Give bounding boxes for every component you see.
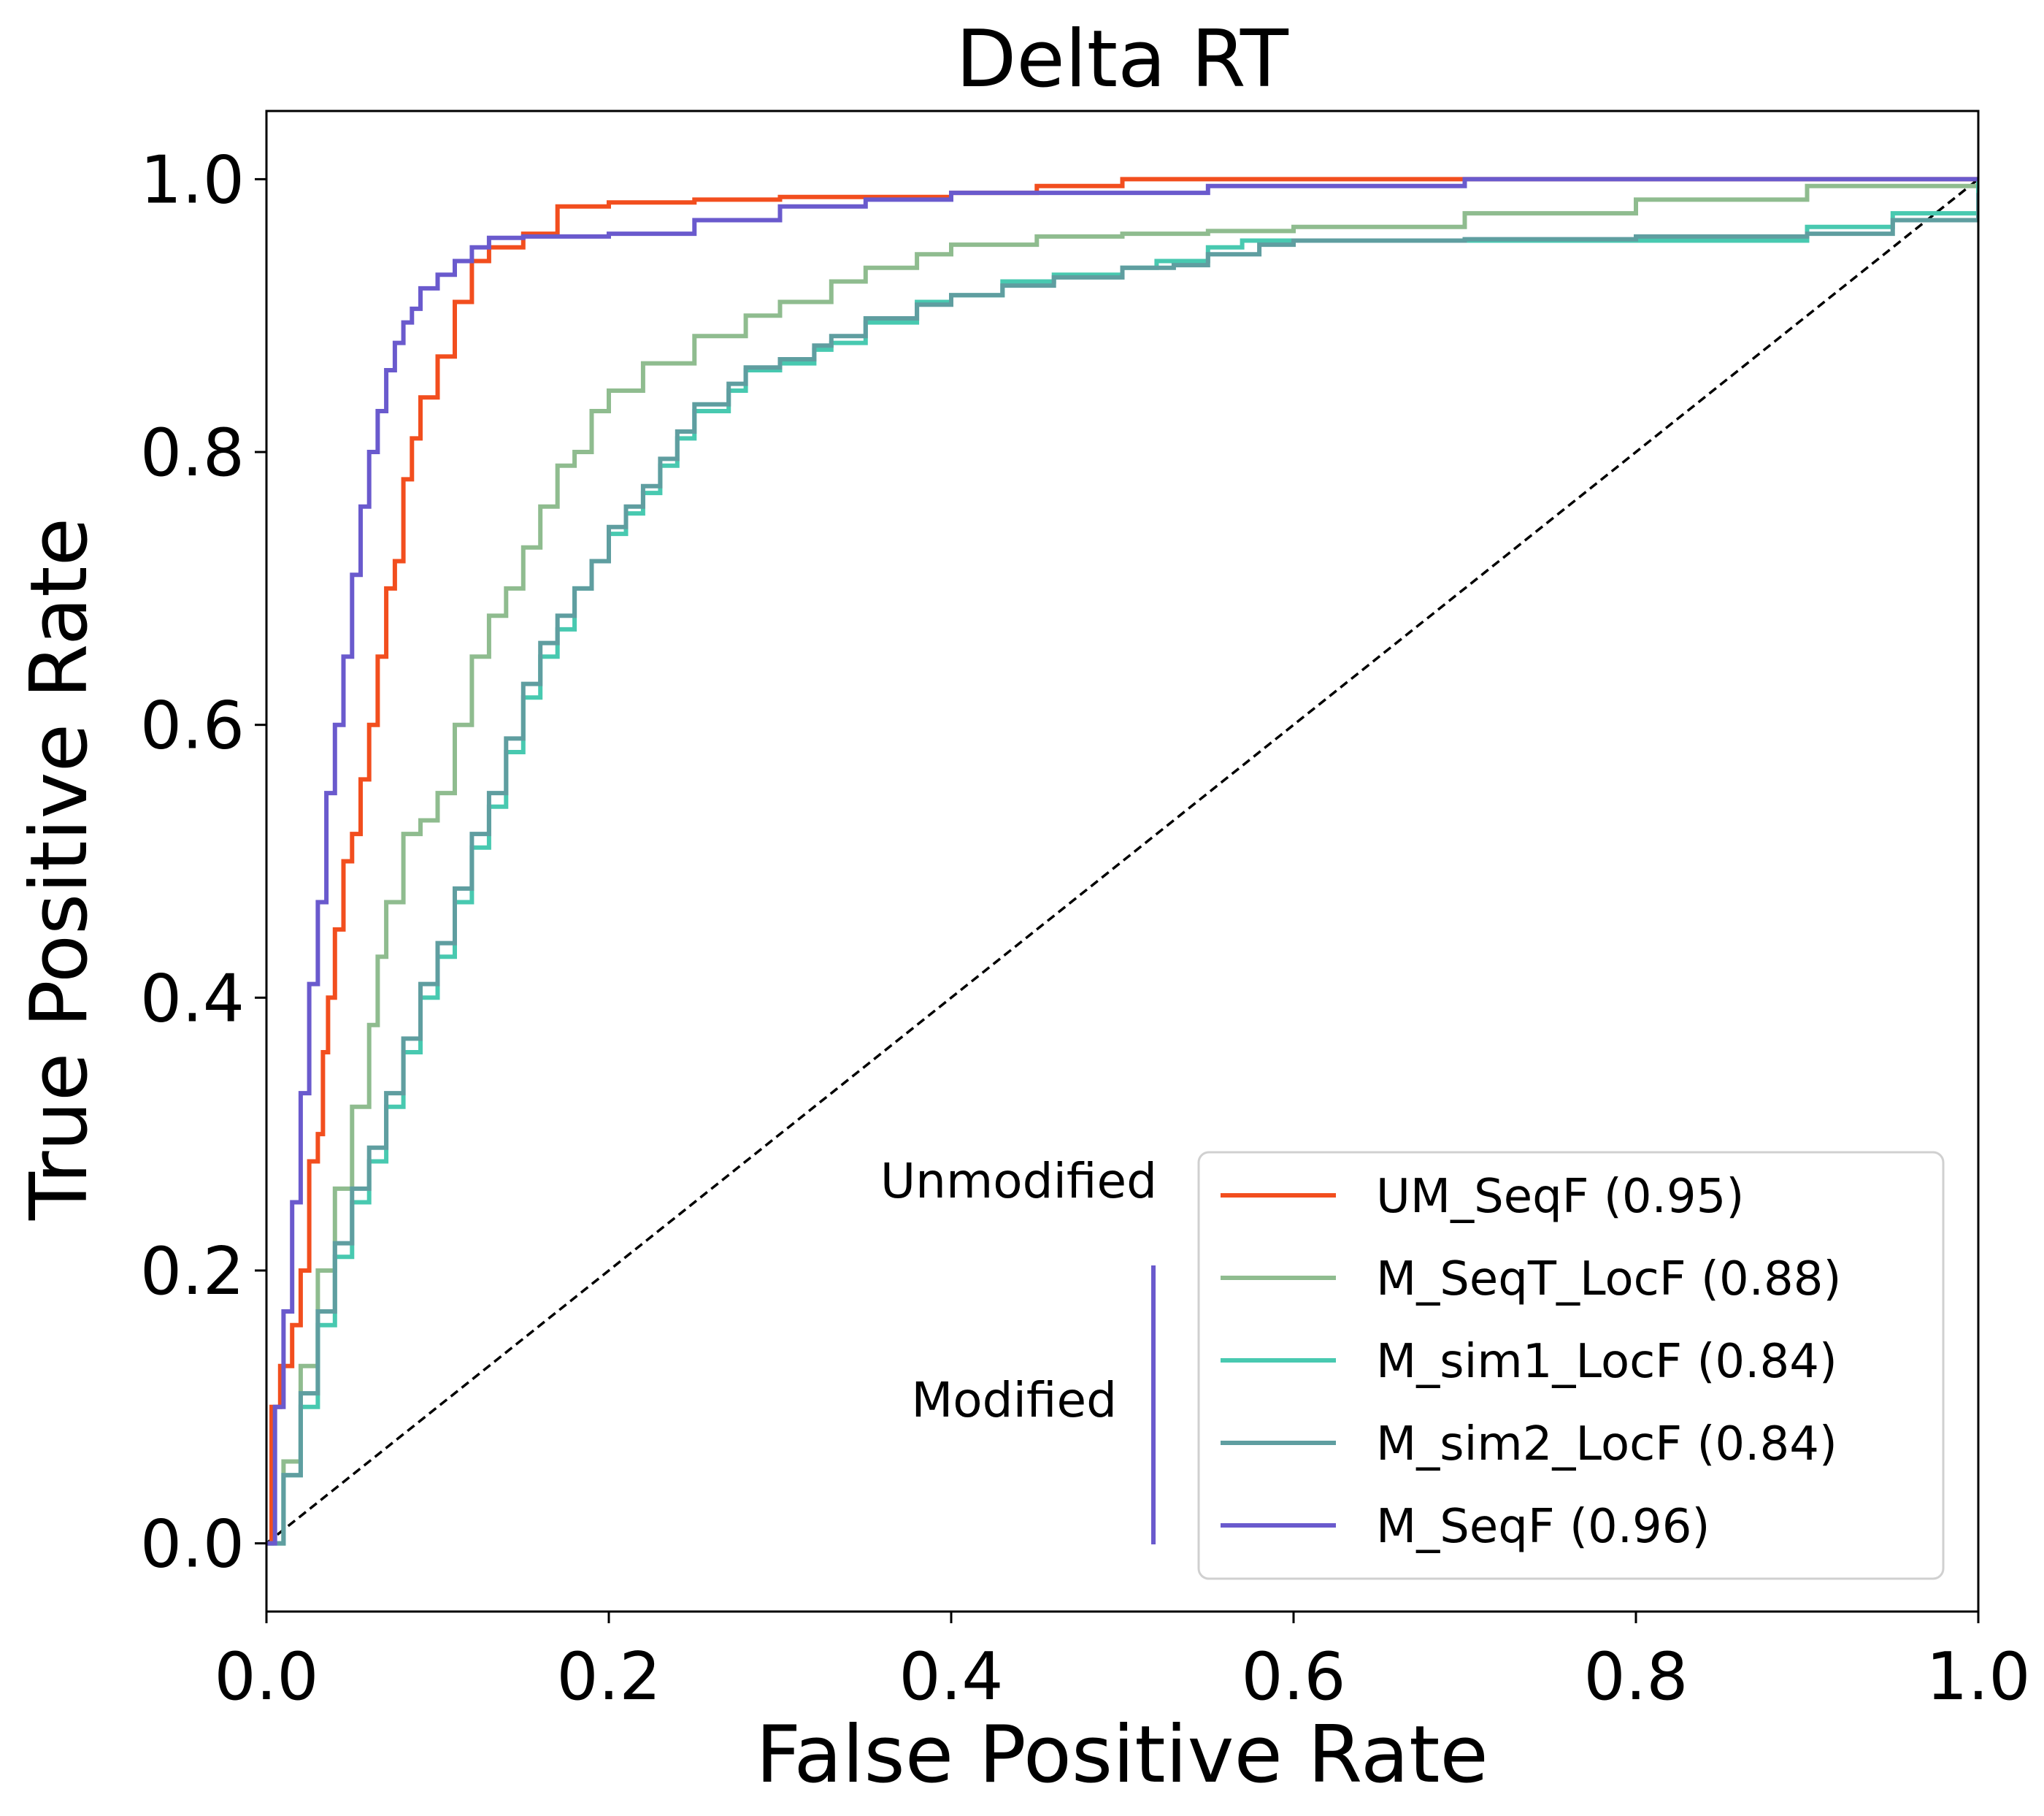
y-tick-label: 0.8 — [140, 415, 245, 491]
legend-entry-label: M_SeqT_LocF (0.88) — [1376, 1252, 1841, 1306]
x-tick-label: 1.0 — [1926, 1639, 2030, 1715]
chart-title: Delta RT — [956, 14, 1289, 105]
y-tick-label: 1.0 — [140, 142, 245, 218]
legend-box — [1197, 1151, 1945, 1580]
x-tick-label: 0.6 — [1241, 1639, 1345, 1715]
x-tick-label: 0.2 — [556, 1639, 661, 1715]
x-tick-label: 0.0 — [214, 1639, 318, 1715]
x-axis-label: False Positive Rate — [756, 1709, 1488, 1801]
y-tick-label: 0.6 — [140, 688, 245, 765]
roc-curve-3 — [266, 193, 1978, 1546]
legend-entry-label: M_sim1_LocF (0.84) — [1376, 1335, 1837, 1389]
axes: 0.0 0.2 0.4 0.6 0.8 1.0 0.0 0.2 0.4 0.6 0.8 1.0 — [140, 110, 2031, 1715]
chance-diagonal-line — [266, 178, 1978, 1544]
legend-entry-label: M_SeqF (0.96) — [1376, 1500, 1710, 1554]
roc-curve-1 — [266, 179, 1978, 1546]
plot-area — [266, 177, 1978, 1546]
y-tick-label: 0.0 — [140, 1506, 245, 1583]
roc-curve-4 — [266, 177, 1978, 1546]
legend-entry-label: UM_SeqF (0.95) — [1376, 1170, 1744, 1224]
x-tick-label: 0.8 — [1583, 1639, 1688, 1715]
legend: UM_SeqF (0.95) M_SeqT_LocF (0.88) M_sim1_L… — [880, 1151, 1945, 1580]
y-axis-label: True Positive Rate — [14, 518, 105, 1221]
roc-curve-0 — [266, 177, 1978, 1546]
y-tick-label: 0.4 — [140, 960, 245, 1037]
legend-group-label-unmodified: Unmodified — [880, 1153, 1157, 1209]
legend-group-label-modified: Modified — [911, 1372, 1117, 1428]
legend-entry-label: M_sim2_LocF (0.84) — [1376, 1417, 1837, 1471]
plot-frame — [265, 110, 1980, 1613]
x-tick-label: 0.4 — [899, 1639, 1003, 1715]
y-tick-label: 0.2 — [140, 1233, 245, 1310]
